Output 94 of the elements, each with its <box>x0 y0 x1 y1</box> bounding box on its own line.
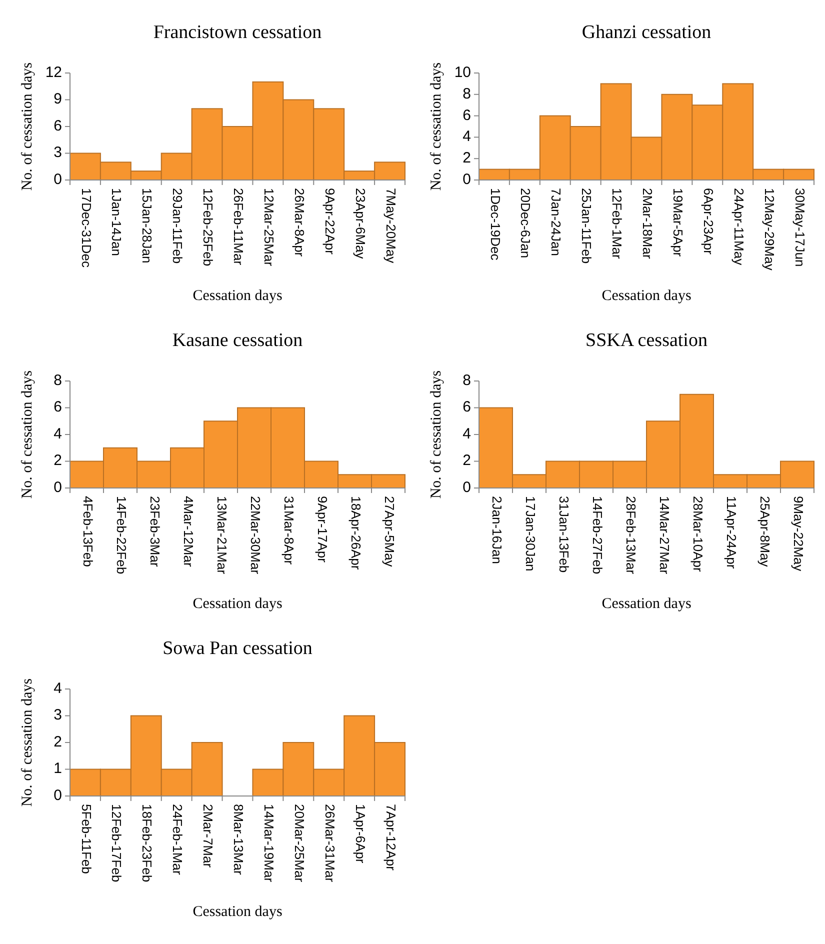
x-tick-label: 1Apr-6Apr <box>352 804 368 864</box>
x-tick-label: 15Jan-28Jan <box>140 188 155 264</box>
y-tick-label: 6 <box>54 117 62 134</box>
x-axis-title: Cessation days <box>192 288 282 304</box>
x-tick-label: 20Dec-6Jan <box>518 188 534 258</box>
y-axis-title: No. of cessation days <box>19 678 36 807</box>
chart-title: SSKA cessation <box>586 330 708 351</box>
x-tick-label: 9Apr-17Apr <box>314 496 330 564</box>
x-tick-label: 24Apr-11May <box>731 188 746 266</box>
x-tick-label: 11Apr-24Apr <box>724 496 739 570</box>
x-tick-label: 2Mar-7Mar <box>200 804 216 868</box>
x-tick-label: 8Mar-13Mar <box>231 804 246 876</box>
y-tick-label: 10 <box>454 64 471 81</box>
x-axis-title: Cessation days <box>192 904 282 920</box>
x-tick-label: 7Apr-12Apr <box>383 804 398 872</box>
y-tick-label: 9 <box>54 90 62 108</box>
y-tick-label: 3 <box>54 144 62 162</box>
x-tick-label: 9Apr-22Apr <box>322 188 338 256</box>
x-tick-label: 18Apr-26Apr <box>348 496 364 570</box>
x-tick-label: 2Mar-18Mar <box>640 188 656 260</box>
x-tick-label: 13Mar-21Mar <box>214 496 230 575</box>
x-tick-label: 12May-29May <box>762 188 777 271</box>
x-tick-label: 17Dec-31Dec <box>78 188 94 268</box>
x-axis-title: Cessation days <box>192 596 282 612</box>
x-tick-label: 12Feb-25Feb <box>200 188 216 266</box>
x-tick-label: 4Feb-13Feb <box>80 496 96 567</box>
chart-title: Sowa Pan cessation <box>162 638 313 659</box>
x-tick-label: 26Mar-31Mar <box>322 804 338 883</box>
y-tick-label: 0 <box>462 478 471 496</box>
x-tick-label: 27Apr-5May <box>382 496 397 568</box>
x-tick-label: 19Mar-5Apr <box>670 188 686 258</box>
x-tick-label: 2Jan-16Jan <box>489 496 504 564</box>
x-tick-label: 25Apr-8May <box>757 496 772 568</box>
x-tick-label: 30May-17Jun <box>792 188 808 267</box>
y-tick-label: 4 <box>462 425 471 442</box>
x-tick-label: 6Apr-23Apr <box>700 188 716 256</box>
y-tick-label: 8 <box>462 372 471 389</box>
x-tick-label: 5Feb-11Feb <box>78 804 94 874</box>
x-axis-title: Cessation days <box>602 596 692 612</box>
chart-title: Francistown cessation <box>153 22 322 43</box>
x-tick-label: 26Mar-8Apr <box>292 188 307 258</box>
y-tick-label: 2 <box>462 150 471 167</box>
y-axis-title: No. of cessation days <box>428 62 444 191</box>
x-tick-label: 22Mar-30Mar <box>248 496 263 575</box>
x-tick-label: 14Feb-22Feb <box>114 496 129 574</box>
y-tick-label: 0 <box>54 170 62 188</box>
x-tick-label: 28Feb-13Mar <box>623 496 638 575</box>
chart-title: Ghanzi cessation <box>582 22 712 43</box>
x-tick-label: 24Feb-1Mar <box>170 804 186 876</box>
y-tick-label: 2 <box>462 452 471 470</box>
x-tick-label: 14Mar-19Mar <box>262 804 277 883</box>
x-tick-label: 28Mar-10Apr <box>690 496 706 573</box>
y-tick-label: 0 <box>462 170 471 188</box>
x-tick-label: 20Mar-25Mar <box>292 804 307 883</box>
x-tick-label: 1Dec-19Dec <box>488 188 503 261</box>
x-tick-label: 12Feb-17Feb <box>109 804 124 882</box>
x-tick-label: 7Jan-24Jan <box>548 188 564 256</box>
y-tick-label: 4 <box>54 680 62 697</box>
y-tick-label: 0 <box>54 786 62 804</box>
x-tick-label: 12Mar-25Mar <box>262 188 277 267</box>
y-axis-title: No. of cessation days <box>19 62 36 191</box>
y-tick-label: 2 <box>54 452 62 470</box>
x-tick-label: 14Mar-27Mar <box>656 496 672 575</box>
y-tick-label: 8 <box>54 372 62 389</box>
x-tick-label: 23Feb-3Mar <box>147 496 162 568</box>
x-tick-label: 31Mar-8Apr <box>281 496 296 566</box>
y-tick-label: 4 <box>462 128 471 146</box>
y-tick-label: 12 <box>45 64 62 81</box>
y-tick-label: 4 <box>54 425 62 442</box>
y-axis-title: No. of cessation days <box>19 370 36 499</box>
x-tick-label: 17Jan-30Jan <box>522 496 538 572</box>
x-tick-label: 29Jan-11Feb <box>170 188 186 264</box>
y-tick-label: 1 <box>54 760 62 778</box>
y-tick-label: 0 <box>54 478 62 496</box>
x-tick-label: 7May-20May <box>383 188 398 264</box>
y-tick-label: 3 <box>54 706 62 724</box>
x-tick-label: 12Feb-1Mar <box>610 188 625 260</box>
y-axis-title: No. of cessation days <box>428 370 444 499</box>
y-tick-label: 6 <box>462 398 471 416</box>
y-tick-label: 2 <box>54 733 62 750</box>
x-tick-label: 26Feb-11Mar <box>231 188 246 266</box>
x-tick-label: 23Apr-6May <box>352 188 368 260</box>
x-tick-label: 1Jan-14Jan <box>109 188 124 256</box>
y-tick-label: 6 <box>462 106 471 124</box>
y-tick-label: 8 <box>462 85 471 102</box>
chart-title: Kasane cessation <box>172 330 304 351</box>
x-tick-label: 25Jan-11Feb <box>579 188 594 264</box>
x-tick-label: 9May-22May <box>790 496 806 572</box>
y-tick-label: 6 <box>54 398 62 416</box>
x-tick-label: 31Jan-13Feb <box>556 496 572 573</box>
x-axis-title: Cessation days <box>602 288 692 304</box>
x-tick-label: 14Feb-27Feb <box>590 496 605 574</box>
x-tick-label: 18Feb-23Feb <box>140 804 155 882</box>
x-tick-label: 4Mar-12Mar <box>180 496 196 568</box>
